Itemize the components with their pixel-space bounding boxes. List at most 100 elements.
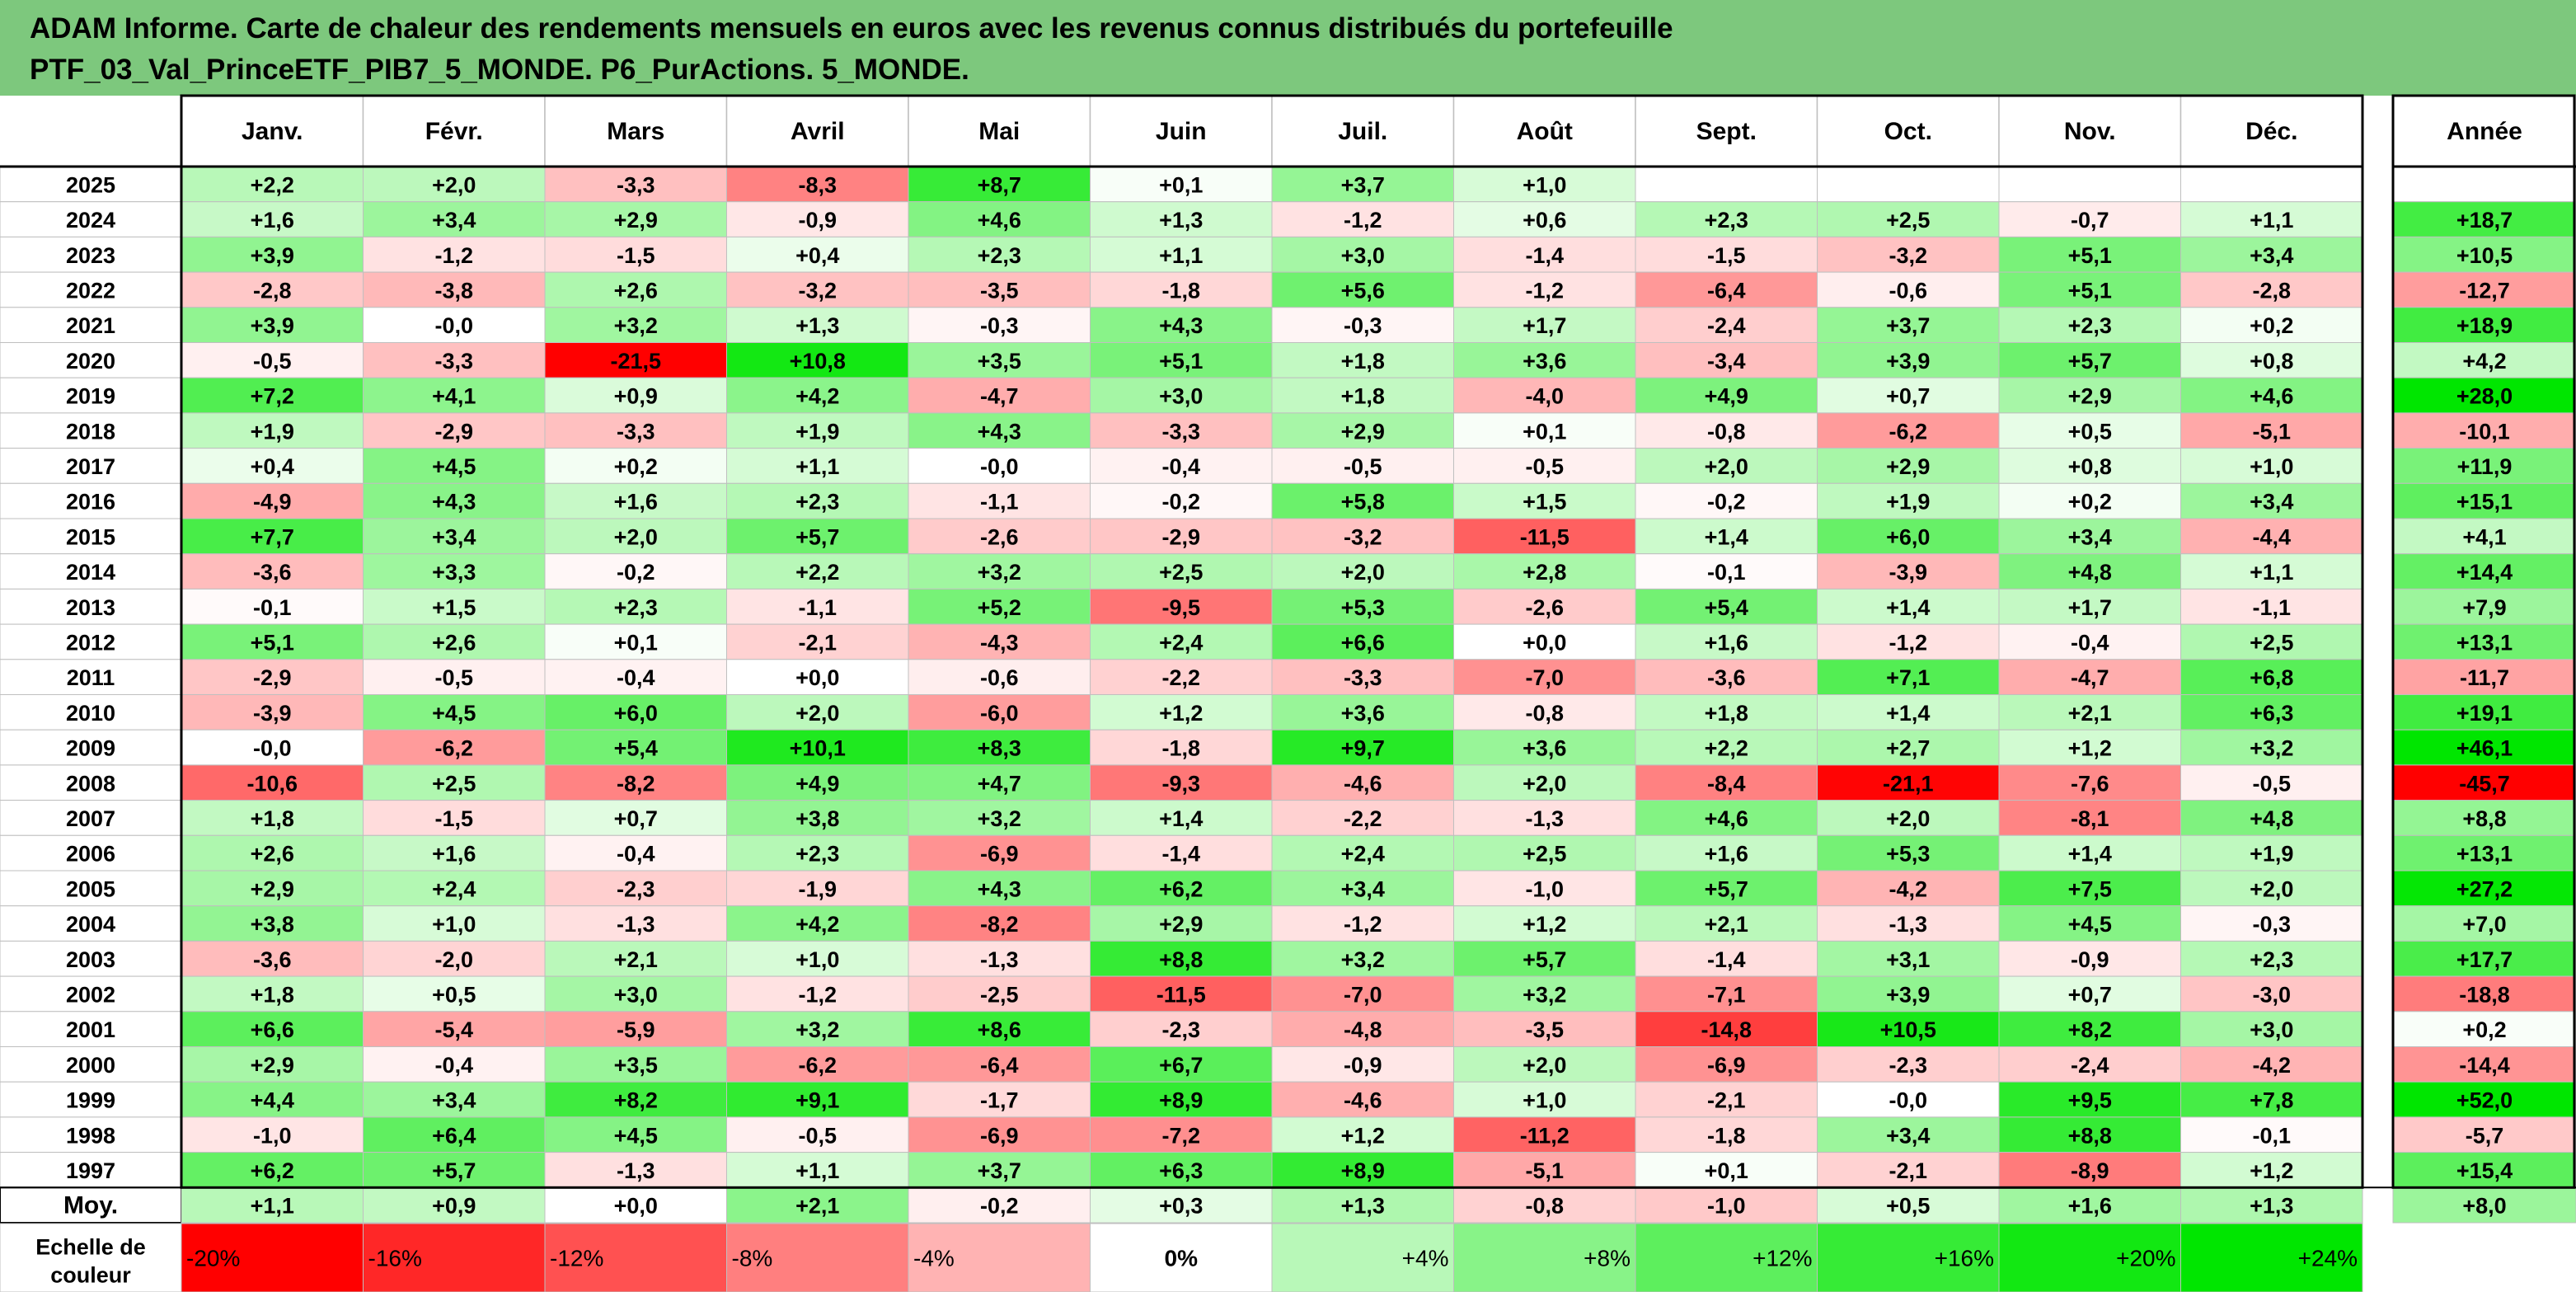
- heat-cell-value: -2,8: [2252, 278, 2291, 303]
- heat-cell: [1998, 236, 2181, 273]
- heat-cell: [1271, 412, 1454, 449]
- heat-cell-value: +2,0: [2250, 876, 2293, 901]
- heat-cell-value: -0,2: [1161, 490, 1200, 514]
- heat-cell: [544, 1152, 727, 1188]
- heat-cell-value: +3,4: [2250, 490, 2293, 514]
- annual-cell-value: +4,1: [2462, 524, 2506, 549]
- heat-cell-value: -1,9: [798, 876, 837, 901]
- year-cell: [0, 1116, 182, 1153]
- heat-cell: [908, 1046, 1091, 1083]
- heat-cell-value: +4,3: [978, 876, 1021, 901]
- heat-cell-value: -0,8: [1525, 701, 1564, 726]
- heat-cell: [1817, 482, 2000, 519]
- heat-cell-value: -2,1: [1707, 1088, 1746, 1113]
- heat-cell-value: -7,0: [1525, 665, 1564, 690]
- heat-cell-value: -6,9: [980, 842, 1019, 867]
- heat-cell: [1271, 800, 1454, 836]
- heat-cell-value: -0,0: [980, 454, 1019, 479]
- heat-cell: [1635, 377, 1818, 414]
- heat-cell-value: +3,2: [1341, 947, 1385, 972]
- heat-cell-value: +1,0: [795, 947, 839, 972]
- annual-cell-value: +18,7: [2456, 208, 2513, 233]
- heat-cell-value: +1,1: [795, 1158, 839, 1183]
- heat-cell: [181, 975, 364, 1012]
- heat-cell-value: -0,4: [2071, 630, 2109, 655]
- heat-cell: [1635, 1152, 1818, 1188]
- heat-cell: [1998, 870, 2181, 907]
- heat-cell: [181, 553, 364, 590]
- year-label: 2008: [66, 771, 115, 796]
- heat-cell-value: -4,2: [2252, 1053, 2291, 1078]
- heat-cell-value: +2,3: [1705, 208, 1748, 233]
- heat-cell: [1817, 870, 2000, 907]
- heat-cell-value: -0,4: [1161, 454, 1200, 479]
- heat-cell-value: +5,7: [2068, 349, 2112, 374]
- heat-cell: [544, 764, 727, 801]
- heat-cell: [544, 377, 727, 414]
- heat-cell-value: -1,4: [1161, 842, 1200, 867]
- heat-cell-value: +10,8: [790, 349, 846, 374]
- average-label-cell: [0, 1186, 182, 1224]
- year-cell: [0, 588, 182, 625]
- heat-cell-value: +8,8: [1159, 947, 1203, 972]
- heat-cell-value: +10,5: [1880, 1017, 1936, 1042]
- heat-cell-value: -3,0: [2252, 982, 2291, 1007]
- heat-cell-value: +5,7: [795, 524, 839, 549]
- heat-cell-value: -8,3: [798, 172, 837, 197]
- heat-cell-value: +6,6: [1341, 630, 1385, 655]
- heat-cell-value: -1,3: [617, 1158, 655, 1183]
- heat-cell-value: -2,3: [1889, 1053, 1927, 1078]
- heat-cell-value: -3,8: [434, 278, 473, 303]
- heat-cell: [2180, 659, 2363, 695]
- heat-cell-value: -2,9: [434, 419, 473, 444]
- heat-cell: [1998, 377, 2181, 414]
- year-label: 2021: [66, 313, 115, 338]
- heat-cell: [1090, 940, 1273, 977]
- heat-cell: [1817, 975, 2000, 1012]
- heat-cell: [1090, 800, 1273, 836]
- heat-cell-value: +3,7: [1886, 313, 1930, 338]
- heat-cell-value: -8,2: [617, 771, 655, 796]
- heat-cell-value: +3,9: [251, 313, 294, 338]
- heat-cell-value: -0,1: [2252, 1123, 2291, 1148]
- heat-cell: [544, 729, 727, 766]
- heat-cell-value: -9,3: [1161, 771, 1200, 796]
- heat-cell: [908, 412, 1091, 449]
- scale-label-line2: couleur: [50, 1263, 131, 1288]
- heat-cell-value: +7,5: [2068, 876, 2112, 901]
- heat-cell-value: -3,3: [1161, 419, 1200, 444]
- heat-cell: [544, 236, 727, 273]
- annual-cell: [2392, 201, 2576, 237]
- heat-cell: [908, 271, 1091, 308]
- heat-cell-value: -6,4: [1707, 278, 1746, 303]
- heat-cell-value: -8,1: [2071, 806, 2109, 831]
- heat-cell-value: +2,0: [432, 172, 476, 197]
- heat-cell-value: -0,4: [617, 665, 655, 690]
- scale-swatch: [181, 1223, 364, 1292]
- heat-cell: [1635, 448, 1818, 484]
- scale-swatch: [1635, 1223, 1818, 1292]
- heat-cell-value: +6,7: [1159, 1053, 1203, 1078]
- heat-cell-value: -0,0: [434, 313, 473, 338]
- heat-cell-value: -1,0: [1525, 876, 1564, 901]
- scale-swatch: [726, 1223, 909, 1292]
- heat-cell-value: -5,9: [617, 1017, 655, 1042]
- heat-cell-value: +1,6: [1705, 630, 1748, 655]
- year-label: 2023: [66, 243, 115, 268]
- heat-cell-value: +3,4: [432, 1088, 476, 1113]
- heat-cell: [363, 1152, 546, 1188]
- heat-cell: [1998, 518, 2181, 555]
- scale-swatch-label: -20%: [186, 1246, 240, 1271]
- heat-cell-value: -2,9: [1161, 524, 1200, 549]
- heat-cell: [908, 1152, 1091, 1188]
- heat-cell: [908, 764, 1091, 801]
- heat-cell: [1090, 412, 1273, 449]
- heat-cell-value: -6,9: [1707, 1053, 1746, 1078]
- heat-cell-value: -1,4: [1525, 243, 1564, 268]
- heat-cell: [1635, 905, 1818, 942]
- heat-cell: [363, 553, 546, 590]
- heat-cell-value: -0,1: [253, 595, 292, 620]
- heat-cell: [2180, 1011, 2363, 1048]
- year-label: 2012: [66, 630, 115, 655]
- year-label: 2015: [66, 524, 115, 549]
